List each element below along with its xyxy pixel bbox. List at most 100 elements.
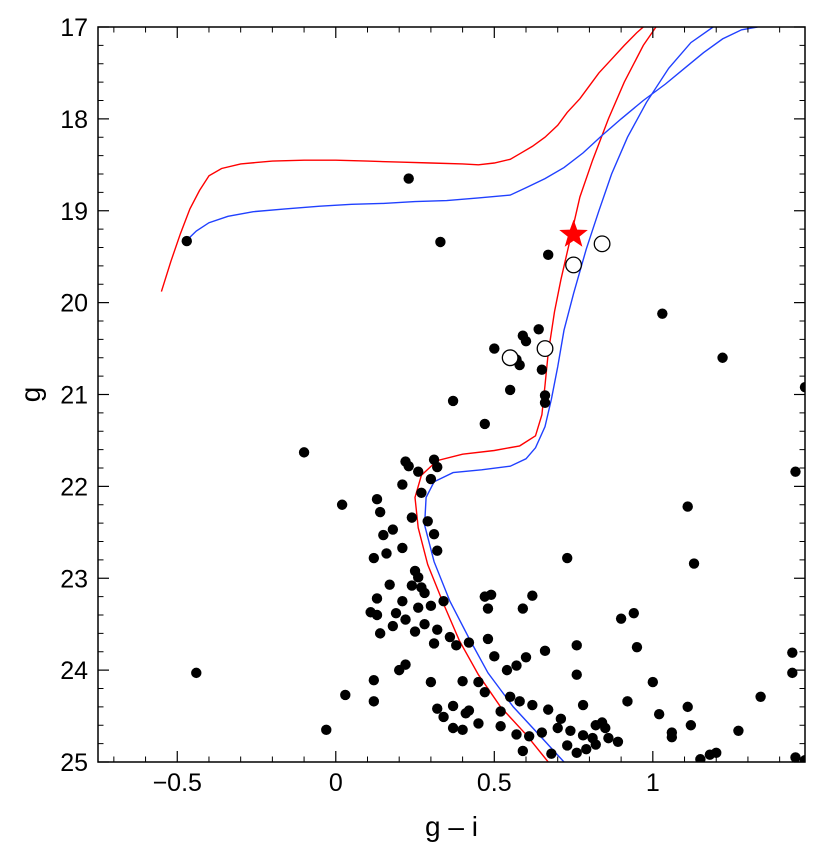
data-point (387, 620, 399, 632)
data-point (432, 703, 443, 714)
data-point (397, 596, 408, 607)
y-tick-label: 23 (60, 565, 88, 593)
data-point (504, 384, 516, 396)
data-point (485, 589, 497, 600)
data-point (688, 558, 700, 569)
y-tick-label: 25 (60, 749, 88, 777)
y-tick-label: 24 (60, 657, 88, 685)
data-point (416, 487, 427, 499)
data-point (514, 696, 525, 707)
y-axis-label: g (15, 387, 46, 403)
data-point (413, 572, 424, 583)
data-point (371, 494, 383, 505)
data-point (378, 529, 389, 541)
data-point (403, 460, 414, 472)
data-point (539, 397, 551, 408)
data-point (552, 722, 563, 734)
data-point (397, 479, 408, 490)
data-point (422, 516, 433, 527)
data-point (371, 609, 383, 621)
data-point (517, 745, 529, 757)
data-point (409, 626, 421, 637)
data-point (397, 542, 408, 554)
data-point (628, 607, 639, 619)
data-point (403, 173, 414, 184)
data-point (504, 691, 516, 702)
data-point (413, 602, 424, 613)
data-point (400, 659, 411, 670)
data-point (653, 709, 665, 720)
data-point (447, 395, 459, 407)
data-point (489, 651, 500, 662)
data-point (657, 308, 668, 319)
data-point (685, 720, 697, 731)
data-point (368, 696, 380, 707)
data-point (479, 686, 490, 698)
data-point (428, 528, 440, 540)
open-circle-point (565, 256, 583, 274)
open-circle-point (501, 349, 519, 367)
data-point (787, 647, 798, 658)
isochrone-line (160, 27, 644, 292)
data-point (536, 364, 548, 375)
data-point (581, 743, 592, 755)
data-point (457, 724, 468, 736)
data-point (577, 730, 589, 741)
y-tick-label: 18 (60, 106, 88, 134)
data-point (517, 330, 529, 341)
data-point (790, 466, 801, 477)
data-point (435, 236, 446, 248)
isochrone-line (186, 27, 758, 241)
data-point (425, 600, 437, 612)
data-point (562, 552, 573, 564)
data-point (482, 633, 494, 645)
data-point (419, 587, 430, 599)
data-point (432, 545, 443, 556)
star-marker (559, 219, 588, 247)
data-point (539, 390, 551, 401)
data-point (374, 506, 386, 518)
data-point (438, 596, 449, 607)
data-point (321, 724, 332, 736)
data-point (425, 473, 437, 485)
data-point (400, 614, 411, 625)
data-point (539, 645, 551, 657)
data-point (390, 607, 402, 619)
open-circle-point (536, 340, 554, 358)
data-point (666, 731, 678, 743)
x-tick-label: 0 (329, 769, 343, 797)
data-point (546, 748, 557, 759)
data-point (571, 640, 582, 651)
data-point (590, 739, 601, 750)
data-point (298, 447, 310, 458)
data-point (542, 249, 554, 261)
data-point (577, 699, 589, 711)
data-point (612, 736, 624, 747)
data-point (482, 603, 494, 614)
data-point (520, 652, 532, 663)
data-point (787, 667, 798, 679)
data-point (374, 628, 386, 639)
x-axis-label: g – i (425, 811, 478, 842)
data-point (368, 552, 380, 564)
data-point (615, 613, 627, 624)
data-point (536, 727, 548, 738)
data-point (438, 711, 449, 723)
data-point (717, 352, 728, 363)
data-point (387, 524, 399, 535)
data-point (413, 466, 424, 477)
data-point (432, 461, 443, 473)
data-point (371, 593, 383, 604)
data-point (682, 501, 693, 512)
data-point (473, 676, 484, 688)
data-point (336, 499, 348, 510)
y-tick-label: 17 (60, 14, 88, 42)
data-point (463, 637, 475, 648)
data-point (695, 754, 706, 762)
data-point (368, 675, 380, 686)
isochrone-line (414, 27, 657, 762)
data-point (489, 343, 500, 354)
data-point (511, 729, 522, 740)
data-point (419, 618, 430, 630)
